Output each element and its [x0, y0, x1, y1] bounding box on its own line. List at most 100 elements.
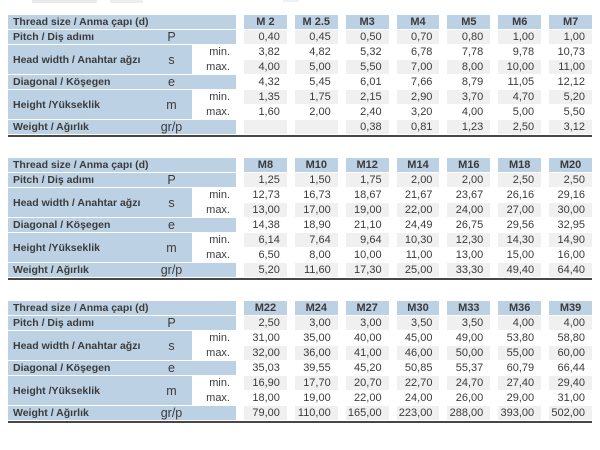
value-cell: 3,50 [396, 316, 440, 330]
value-cell: 41,00 [345, 346, 389, 360]
symbol-diagonal: e [151, 361, 192, 375]
value-cell: 11,60 [294, 263, 338, 277]
symbol-pitch: P [151, 316, 192, 330]
value-cell: 10,00 [498, 60, 542, 74]
value-cell: 29,40 [549, 376, 593, 390]
row-label-head-width: Head width / Anahtar ağzı [8, 331, 151, 360]
value-cell: 14,90 [549, 233, 593, 247]
column-header: M36 [498, 301, 542, 315]
value-cell: 29,00 [498, 391, 542, 405]
minmax-rows: min. 6,14 7,64 9,64 10,30 12,30 14,30 14,90 max.… [192, 233, 593, 262]
min-row: min. 12,73 16,73 18,67 21,67 23,67 26,16 29,16 [192, 188, 593, 202]
column-header: M14 [396, 158, 440, 172]
value-cell: 5,50 [345, 60, 389, 74]
value-cell: 79,00 [244, 406, 287, 420]
value-cell: 12,73 [244, 188, 287, 202]
column-header: M4 [396, 15, 440, 29]
value-cell: 31,00 [244, 331, 287, 345]
column-header: M12 [345, 158, 389, 172]
symbol-weight: gr/p [151, 120, 192, 134]
value-cell: 4,00 [498, 316, 542, 330]
min-label: min. [192, 233, 236, 247]
value-cell: 12,12 [549, 75, 593, 89]
value-cell: 31,00 [549, 391, 593, 405]
table-bottom-border [8, 278, 592, 280]
symbol-diagonal: e [151, 218, 192, 232]
minmax-rows: min. 1,35 1,75 2,15 2,90 3,70 4,70 5,20 max. 1,60… [192, 90, 593, 119]
row-height: Height /Yükseklik m min. 6,14 7,64 9,64 10,30 1… [8, 233, 593, 262]
max-label: max. [192, 105, 236, 119]
value-cell: 6,50 [244, 248, 287, 262]
row-pitch: Pitch / Diş adımı P 0,40 0,45 0,50 0,70 0,80 1,… [8, 30, 593, 44]
value-cell: 1,00 [498, 30, 542, 44]
value-cell: 6,14 [244, 233, 287, 247]
min-row: min. 6,14 7,64 9,64 10,30 12,30 14,30 14,90 [192, 233, 593, 247]
symbol-head-width: s [151, 45, 192, 74]
value-cell: 49,00 [447, 331, 491, 345]
value-cell: 5,20 [244, 263, 287, 277]
table-bottom-border [8, 135, 592, 137]
value-cell: 9,64 [345, 233, 389, 247]
value-cell: 17,00 [294, 203, 338, 217]
value-cell: 13,00 [244, 203, 287, 217]
value-cell: 3,00 [345, 316, 389, 330]
value-cell: 22,70 [396, 376, 440, 390]
value-cell: 3,12 [549, 120, 593, 134]
value-cell: 3,82 [244, 45, 287, 59]
column-header: M39 [549, 301, 593, 315]
value-cell: 14,38 [244, 218, 287, 232]
row-head-width: Head width / Anahtar ağzı s min. 31,00 35,00… [8, 331, 593, 360]
value-cell: 17,70 [294, 376, 338, 390]
value-cell: 24,70 [447, 376, 491, 390]
minmax-rows: min. 31,00 35,00 40,00 45,00 49,00 53,80 58,80 m… [192, 331, 593, 360]
value-cell: 11,05 [498, 75, 542, 89]
row-diagonal: Diagonal / Köşegen e 14,38 18,90 21,10 24,49 2… [8, 218, 593, 232]
max-label: max. [192, 346, 236, 360]
value-cell: 8,00 [294, 248, 338, 262]
symbol-height: m [151, 233, 192, 262]
value-cell: 1,75 [345, 173, 389, 187]
column-header: M6 [498, 15, 542, 29]
min-row: min. 31,00 35,00 40,00 45,00 49,00 53,80 58,80 [192, 331, 593, 345]
max-row: max. 18,00 19,00 22,00 24,00 26,00 29,00 31,00 [192, 391, 593, 405]
row-pitch: Pitch / Diş adımı P 1,25 1,50 1,75 2,00 2,00 2,… [8, 173, 593, 187]
minmax-spacer [192, 218, 236, 232]
value-cell: 18,00 [244, 391, 287, 405]
column-header: M 2.5 [294, 15, 338, 29]
minmax-spacer [192, 30, 236, 44]
row-label-height: Height /Yükseklik [8, 376, 151, 405]
symbol-head-width: s [151, 331, 192, 360]
value-cell: 23,67 [447, 188, 491, 202]
value-cell: 5,20 [549, 90, 593, 104]
value-cell: 7,00 [396, 60, 440, 74]
column-header: M22 [244, 301, 287, 315]
min-label: min. [192, 331, 236, 345]
symbol-weight: gr/p [151, 406, 192, 420]
value-cell: 0,40 [244, 30, 287, 44]
value-cell: 24,00 [396, 391, 440, 405]
value-cell: 33,30 [447, 263, 491, 277]
row-diagonal: Diagonal / Köşegen e 4,32 5,45 6,01 7,66 8,79 1… [8, 75, 593, 89]
value-cell: 6,01 [345, 75, 389, 89]
value-cell: 26,75 [447, 218, 491, 232]
value-cell: 11,00 [549, 60, 593, 74]
value-cell: 46,00 [396, 346, 440, 360]
value-cell: 24,00 [447, 203, 491, 217]
value-cell: 24,49 [396, 218, 440, 232]
column-header: M10 [294, 158, 338, 172]
value-cell: 502,00 [549, 406, 593, 420]
value-cell: 11,00 [396, 248, 440, 262]
value-cell: 0,45 [294, 30, 338, 44]
value-cell: 26,16 [498, 188, 542, 202]
min-label: min. [192, 188, 236, 202]
value-cell: 32,00 [244, 346, 287, 360]
row-height: Height /Yükseklik m min. 16,90 17,70 20,70 22,… [8, 376, 593, 405]
column-header: M3 [345, 15, 389, 29]
thread-size-label: Thread size / Anma çapı (d) [8, 301, 236, 315]
value-cell: 18,67 [345, 188, 389, 202]
value-cell: 49,40 [498, 263, 542, 277]
symbol-head-width: s [151, 188, 192, 217]
value-cell: 35,00 [294, 331, 338, 345]
value-cell: 3,20 [396, 105, 440, 119]
